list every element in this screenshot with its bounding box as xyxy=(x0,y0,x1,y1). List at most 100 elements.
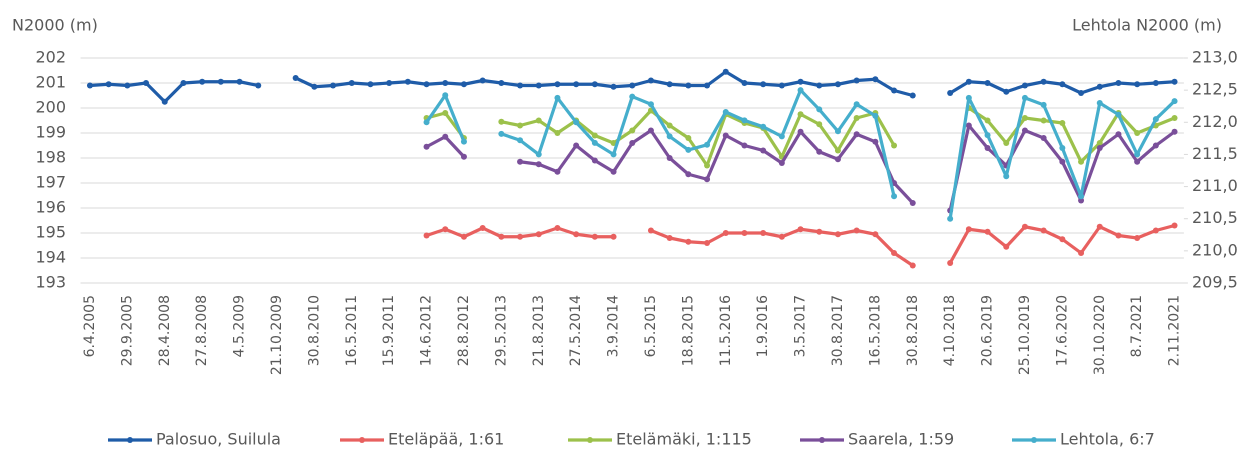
y2-tick-label: 211,0 xyxy=(1192,176,1238,195)
series-marker xyxy=(423,119,430,126)
series-marker xyxy=(124,82,131,89)
series-marker xyxy=(423,143,430,150)
x-tick-label: 11.5.2016 xyxy=(718,295,734,366)
series-marker xyxy=(554,168,561,175)
series-marker xyxy=(947,260,954,266)
series-marker xyxy=(947,90,954,96)
x-tick-label: 28.8.2012 xyxy=(456,295,472,366)
series-marker xyxy=(1078,90,1085,96)
series-marker xyxy=(704,240,711,246)
series-marker xyxy=(909,262,916,269)
series-marker xyxy=(199,78,206,85)
series-marker xyxy=(760,147,767,154)
series-marker xyxy=(853,131,860,138)
series-marker xyxy=(704,162,711,169)
series-marker xyxy=(423,81,430,88)
legend-label: Eteläpää, 1:61 xyxy=(388,430,504,449)
series-marker xyxy=(573,81,580,88)
series-marker xyxy=(984,145,991,151)
series-marker xyxy=(741,117,748,124)
y-tick-label: 196 xyxy=(35,198,66,217)
series-marker xyxy=(872,138,879,145)
series-marker xyxy=(984,80,991,86)
series-marker xyxy=(984,132,991,139)
series-marker xyxy=(722,132,729,139)
series-marker xyxy=(891,193,898,200)
series-marker xyxy=(517,158,524,165)
series-marker xyxy=(704,82,711,89)
y2-tick-label: 210,0 xyxy=(1192,240,1238,259)
legend-label: Lehtola, 6:7 xyxy=(1060,430,1155,449)
x-tick-label: 17.6.2020 xyxy=(1054,295,1070,366)
series-line xyxy=(948,123,1176,211)
series-marker xyxy=(554,225,561,231)
legend-label: Palosuo, Suilula xyxy=(156,430,281,449)
x-tick-label: 27.5.2014 xyxy=(568,295,584,366)
series-marker xyxy=(947,215,954,222)
series-marker xyxy=(535,117,542,124)
series-marker xyxy=(872,112,879,119)
series-marker xyxy=(479,77,486,84)
series-marker xyxy=(535,231,542,238)
y2-tick-label: 212,5 xyxy=(1192,80,1238,99)
x-tick-label: 25.10.2019 xyxy=(1017,295,1033,375)
series-marker xyxy=(591,81,598,88)
series-marker xyxy=(965,94,972,101)
series-marker xyxy=(348,80,355,86)
series-marker xyxy=(460,138,467,145)
series-marker xyxy=(1040,227,1047,234)
x-tick-label: 27.8.2008 xyxy=(194,295,210,366)
series-marker xyxy=(330,82,337,89)
series-marker xyxy=(647,227,654,234)
x-tick-label: 16.5.2018 xyxy=(867,295,883,366)
series-marker xyxy=(610,168,617,175)
y-tick-label: 199 xyxy=(35,123,66,142)
y-tick-label: 197 xyxy=(35,173,66,192)
series-marker xyxy=(1152,80,1159,86)
series-marker xyxy=(554,81,561,88)
series-marker xyxy=(591,132,598,139)
series-marker xyxy=(872,231,879,238)
series-marker xyxy=(498,233,505,240)
series-marker xyxy=(1134,235,1141,241)
series-marker xyxy=(741,142,748,149)
series-marker xyxy=(1115,80,1122,86)
series-marker xyxy=(535,161,542,168)
x-tick-label: 6.4.2005 xyxy=(82,295,98,357)
series-marker xyxy=(1171,128,1178,135)
y-tick-label: 200 xyxy=(35,98,66,117)
series-marker xyxy=(442,110,449,116)
y-tick-label: 195 xyxy=(35,223,66,242)
x-tick-label: 30.8.2018 xyxy=(905,295,921,366)
legend-label: Etelämäki, 1:115 xyxy=(616,430,752,449)
series-marker xyxy=(442,133,449,140)
y2-tick-label: 212,0 xyxy=(1192,112,1238,131)
series-marker xyxy=(1021,82,1028,89)
legend-marker xyxy=(127,437,133,443)
series-marker xyxy=(1171,115,1178,121)
series-marker xyxy=(423,232,430,239)
series-marker xyxy=(1115,111,1122,118)
series-marker xyxy=(666,81,673,88)
y-tick-label: 201 xyxy=(35,73,66,92)
series-marker xyxy=(891,87,898,94)
series-marker xyxy=(760,81,767,88)
series-marker xyxy=(460,153,467,160)
series-marker xyxy=(722,68,729,75)
series-marker xyxy=(1171,78,1178,85)
series-marker xyxy=(1171,222,1178,229)
series-marker xyxy=(311,83,318,90)
series-marker xyxy=(1059,81,1066,88)
series-marker xyxy=(1003,243,1010,250)
series-marker xyxy=(1134,81,1141,88)
series-marker xyxy=(1078,197,1085,204)
series-line xyxy=(967,106,1176,164)
series-marker xyxy=(816,121,823,128)
series-marker xyxy=(741,230,748,236)
series-marker xyxy=(367,81,374,88)
series-marker xyxy=(666,235,673,241)
series-marker xyxy=(685,171,692,178)
x-tick-label: 15.9.2011 xyxy=(381,295,397,366)
series-marker xyxy=(442,226,449,233)
